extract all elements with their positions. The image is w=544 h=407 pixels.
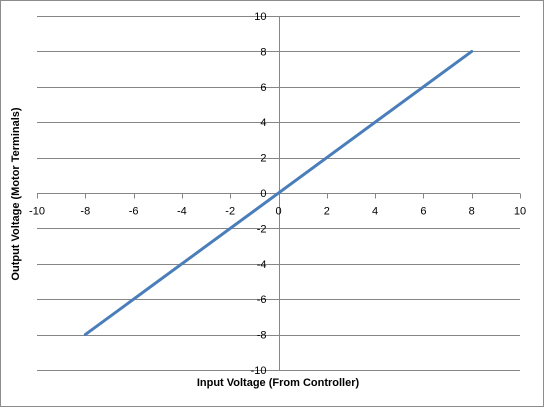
x-tick-label: -2 [225, 206, 235, 218]
y-tick-label: -4 [257, 259, 267, 271]
y-tick-label: 2 [260, 153, 266, 165]
x-tick-marks [37, 193, 521, 199]
series-group [83, 49, 474, 337]
y-tick-labels: 10 8 6 4 2 0 -2 -4 -6 -8 -10 [251, 11, 267, 377]
y-tick-label: -2 [257, 223, 267, 235]
x-tick-label: 2 [324, 206, 330, 218]
x-tick-label: -4 [177, 206, 187, 218]
x-tick-label: -10 [29, 206, 45, 218]
y-tick-label: 10 [254, 11, 266, 23]
series-line-0 [83, 49, 474, 337]
x-tick-labels: -10 -8 -6 -4 -2 0 2 4 6 8 10 [29, 206, 526, 218]
x-tick-label: -8 [80, 206, 90, 218]
x-axis-title: Input Voltage (From Controller) [197, 377, 360, 389]
x-tick-label: 8 [469, 206, 475, 218]
y-tick-label: 8 [260, 46, 266, 58]
y-tick-label: 0 [260, 188, 266, 200]
x-tick-label: 10 [514, 206, 526, 218]
x-tick-label: 4 [372, 206, 378, 218]
y-tick-label: -6 [257, 294, 267, 306]
y-tick-label: 4 [260, 117, 266, 129]
y-axis-title: Output Voltage (Motor Terminals) [10, 107, 22, 280]
y-tick-label: 6 [260, 82, 266, 94]
y-tick-label: -10 [251, 365, 267, 377]
y-tick-label: -8 [257, 330, 267, 342]
x-tick-label: -6 [129, 206, 139, 218]
x-tick-label: 6 [420, 206, 426, 218]
x-tick-label: 0 [275, 206, 281, 218]
